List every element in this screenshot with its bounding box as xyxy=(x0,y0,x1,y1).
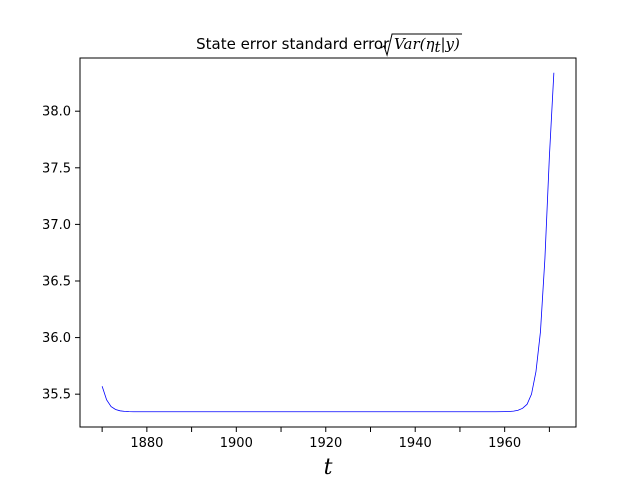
chart-title: State error standard error Var(ηt|y) xyxy=(196,35,460,56)
x-tick-label-3: 1940 xyxy=(399,436,432,451)
series-line-1 xyxy=(101,72,555,413)
x-tick-label-2: 1920 xyxy=(309,436,342,451)
title-formula-part-3: t xyxy=(434,38,441,56)
y-tick-label-0: 35.5 xyxy=(42,388,71,403)
y-tick-label-2: 36.5 xyxy=(42,274,71,289)
chart-title-prefix: State error standard error xyxy=(196,35,394,53)
y-tick-label-3: 37.0 xyxy=(42,218,71,233)
x-axis-label: t xyxy=(324,455,333,480)
title-formula-part-2: η xyxy=(425,35,434,53)
x-tick-label-0: 1880 xyxy=(130,436,163,451)
y-tick-label-4: 37.5 xyxy=(42,161,71,176)
plot-area xyxy=(79,57,577,428)
y-axis: 35.5 36.0 36.5 37.0 37.5 38.0 xyxy=(42,105,80,403)
title-formula-part-4: |y) xyxy=(441,35,461,53)
y-tick-label-1: 36.0 xyxy=(42,331,71,346)
series-layer xyxy=(101,72,555,413)
chart-title-formula: Var(ηt|y) xyxy=(394,35,460,56)
x-tick-label-4: 1960 xyxy=(488,436,521,451)
title-formula-part-1: Var( xyxy=(394,35,427,53)
sqrt-sign-icon xyxy=(380,33,463,57)
x-axis: 1880 1900 1920 1940 1960 xyxy=(101,427,550,451)
y-tick-label-5: 38.0 xyxy=(42,105,71,120)
x-tick-label-1: 1900 xyxy=(220,436,253,451)
